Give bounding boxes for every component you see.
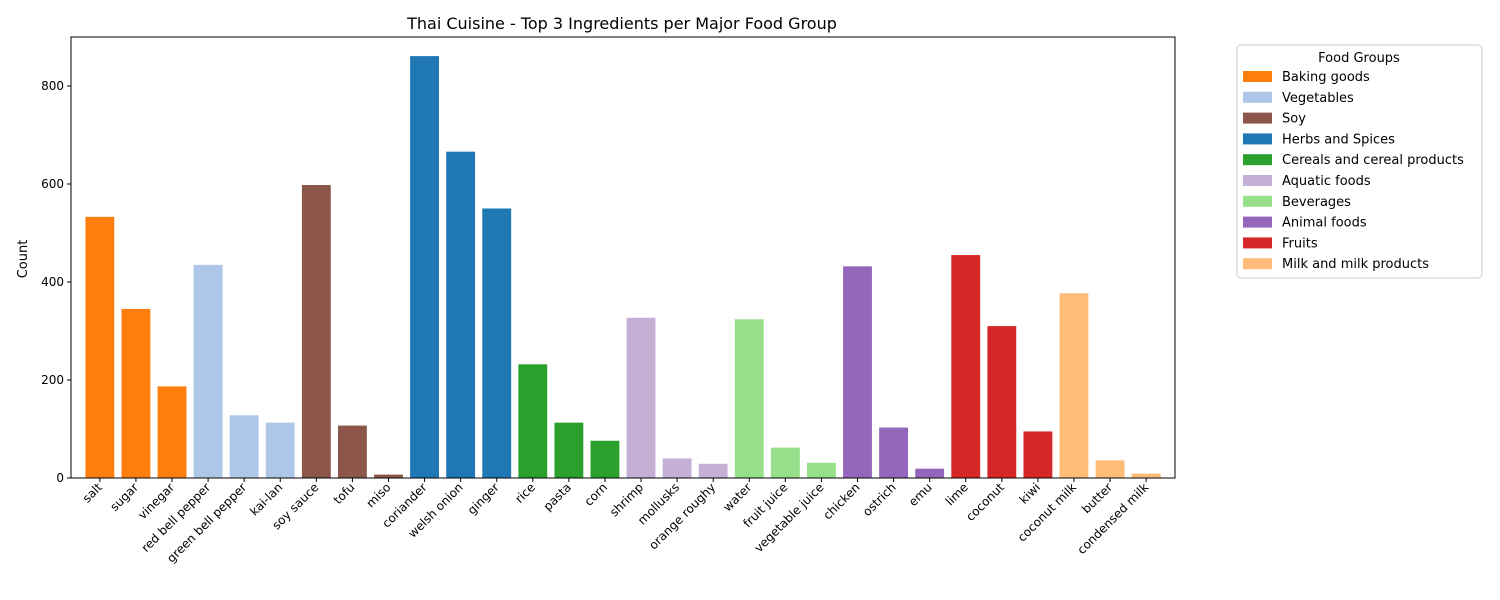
bar-butter xyxy=(1095,460,1125,478)
y-tick-label: 400 xyxy=(41,275,64,289)
bar-soy-sauce xyxy=(301,184,331,479)
x-tick-label: rice xyxy=(512,480,538,506)
legend-label: Beverages xyxy=(1282,195,1351,210)
legend-swatch xyxy=(1243,112,1272,124)
legend-label: Milk and milk products xyxy=(1282,257,1429,272)
legend-swatch xyxy=(1243,216,1272,228)
y-tick-label: 200 xyxy=(41,373,64,387)
bar-emu xyxy=(915,468,945,478)
bar-corn xyxy=(590,440,620,478)
x-tick-label: tofu xyxy=(331,480,358,507)
bar-chicken xyxy=(843,266,872,478)
legend-swatch xyxy=(1243,91,1272,103)
bar-pasta xyxy=(554,422,584,478)
x-tick-label: corn xyxy=(582,480,610,508)
legend-swatch xyxy=(1243,258,1272,270)
bar-coconut-milk xyxy=(1059,293,1089,478)
legend-label: Animal foods xyxy=(1282,216,1367,231)
bar-lime xyxy=(951,255,981,478)
x-tick-label: salt xyxy=(80,480,105,505)
bar-ginger xyxy=(482,208,512,478)
bar-orange-roughy xyxy=(698,463,728,478)
chart-title: Thai Cuisine - Top 3 Ingredients per Maj… xyxy=(406,14,837,33)
y-axis-label: Count xyxy=(16,240,31,279)
bar-tofu xyxy=(337,425,367,478)
legend-label: Vegetables xyxy=(1282,91,1354,106)
bar-shrimp xyxy=(626,317,656,478)
bar-mollusks xyxy=(662,458,692,478)
x-tick-label: emu xyxy=(906,480,935,509)
bar-salt xyxy=(85,216,115,478)
x-tick-label: lime xyxy=(943,480,971,508)
bar-fruit-juice xyxy=(770,447,800,478)
bar-coriander xyxy=(410,56,439,479)
x-tick-label: ginger xyxy=(465,480,502,517)
legend-title: Food Groups xyxy=(1318,51,1400,66)
x-tick-label: miso xyxy=(363,480,393,510)
legend-swatch xyxy=(1243,195,1272,207)
legend-swatch xyxy=(1243,71,1272,82)
legend-swatch xyxy=(1243,154,1272,166)
legend-items: Baking goods Vegetables Soy Herbs and Spice… xyxy=(1243,70,1464,272)
y-axis: 0 200 400 600 800 xyxy=(41,79,71,485)
legend-swatch xyxy=(1243,133,1272,145)
bar-coconut xyxy=(987,326,1017,478)
legend-label: Herbs and Spices xyxy=(1282,132,1395,147)
plot-frame xyxy=(70,36,1176,479)
bar-red-bell-pepper xyxy=(193,264,223,478)
legend-swatch xyxy=(1243,237,1272,249)
bar-sugar xyxy=(121,308,151,478)
bar-welsh-onion xyxy=(446,151,476,478)
legend-label: Baking goods xyxy=(1282,70,1370,85)
bar-kiwi xyxy=(1023,431,1053,478)
x-tick-label: ostrich xyxy=(860,480,899,519)
bar-condensed-milk xyxy=(1131,473,1161,478)
legend: Food Groups Baking goods Vegetables Soy Her… xyxy=(1236,44,1483,279)
bar-kai-lan xyxy=(265,422,295,478)
legend-label: Cereals and cereal products xyxy=(1282,153,1464,168)
y-tick-label: 0 xyxy=(56,471,64,485)
x-tick-label: orange roughy xyxy=(646,480,718,552)
legend-label: Soy xyxy=(1282,112,1306,127)
bar-vegetable-juice xyxy=(807,462,836,478)
legend-label: Fruits xyxy=(1282,236,1318,251)
bars-layer xyxy=(85,56,1161,479)
y-tick-label: 600 xyxy=(41,177,64,191)
bar-ostrich xyxy=(879,427,909,478)
x-tick-label: water xyxy=(720,480,754,514)
bar-water xyxy=(734,319,764,478)
x-tick-label: kiwi xyxy=(1017,480,1043,506)
y-tick-label: 800 xyxy=(41,79,64,93)
bar-rice xyxy=(518,364,548,478)
x-tick-label: sugar xyxy=(107,480,141,514)
legend-box xyxy=(1236,44,1483,279)
legend-swatch xyxy=(1243,175,1272,186)
x-tick-label: chicken xyxy=(820,480,862,522)
bar-green-bell-pepper xyxy=(229,415,259,478)
bar-miso xyxy=(374,474,403,478)
legend-label: Aquatic foods xyxy=(1282,174,1371,189)
x-tick-label: pasta xyxy=(541,480,574,513)
bar-vinegar xyxy=(157,386,187,478)
x-tick-label: coconut xyxy=(963,480,1007,524)
